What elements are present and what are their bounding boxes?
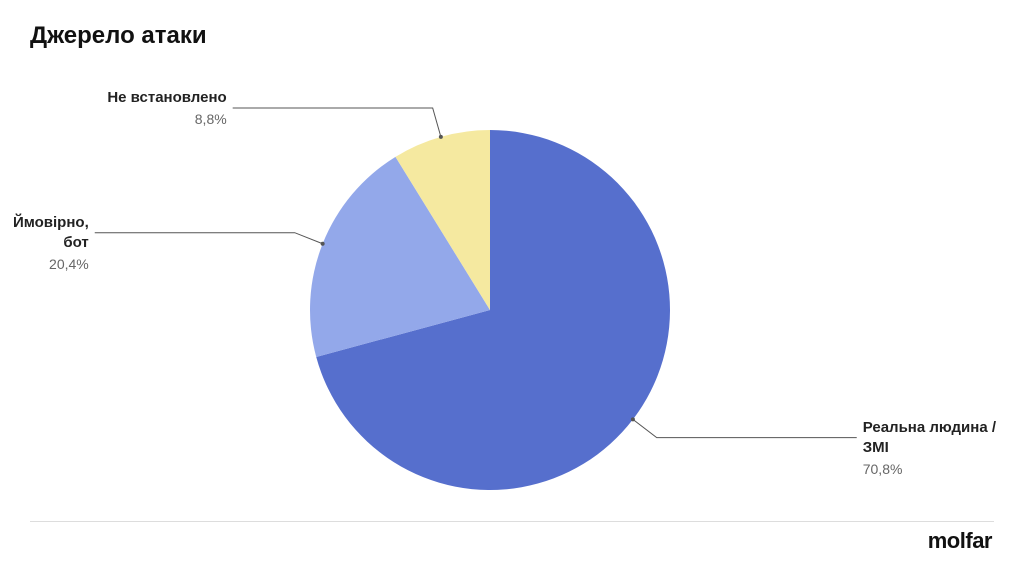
leader-dot-probably_bot xyxy=(321,242,325,246)
chart-area: Реальна людина / ЗМІ70,8% Ймовірно, бот20… xyxy=(0,60,1024,520)
slice-label-real_person: Реальна людина / ЗМІ70,8% xyxy=(863,418,1024,479)
chart-title: Джерело атаки xyxy=(30,22,207,50)
slice-label-value: 8,8% xyxy=(107,110,226,129)
leader-line-real_person xyxy=(633,419,857,437)
slice-label-name: Не встановлено xyxy=(107,88,226,108)
slice-label-name: Реальна людина / ЗМІ xyxy=(863,418,1024,459)
slice-label-value: 20,4% xyxy=(0,255,89,274)
footer-divider xyxy=(30,521,994,522)
leader-dot-real_person xyxy=(631,417,635,421)
leader-line-probably_bot xyxy=(95,233,323,244)
brand-logo: molfar xyxy=(928,528,992,554)
leader-dot-unknown xyxy=(439,135,443,139)
slice-label-unknown: Не встановлено 8,8% xyxy=(107,88,226,129)
slice-label-value: 70,8% xyxy=(863,460,1024,479)
slice-label-probably_bot: Ймовірно, бот20,4% xyxy=(0,213,89,274)
leader-line-unknown xyxy=(233,108,441,137)
chart-container: Джерело атаки Реальна людина / ЗМІ70,8% Й… xyxy=(0,0,1024,566)
slice-label-name: Ймовірно, бот xyxy=(0,213,89,254)
